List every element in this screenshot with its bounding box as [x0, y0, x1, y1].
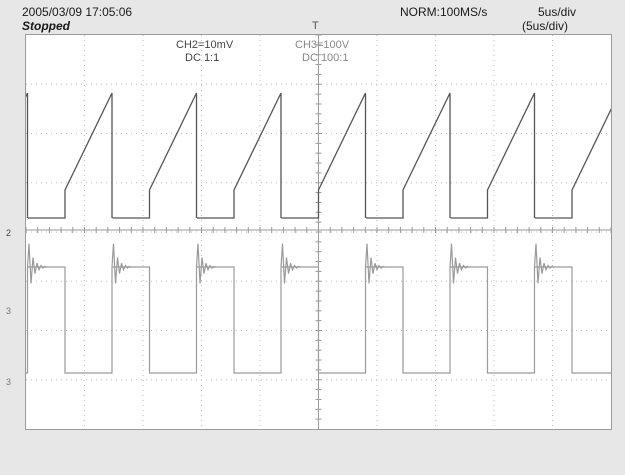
waveform-display [25, 34, 612, 430]
ch2-coupling-label: DC 1:1 [185, 52, 220, 64]
trigger-marker: T [312, 20, 319, 32]
run-state: Stopped [22, 19, 70, 33]
ch2-scale-label: CH2=10mV [176, 39, 234, 51]
waveform-canvas [26, 35, 611, 429]
timebase: 5us/div [538, 5, 577, 19]
ch3-trace [26, 243, 611, 374]
timestamp: 2005/03/09 17:05:06 [22, 5, 133, 19]
ch2-trace [26, 92, 611, 219]
ch2-ground-marker: 2 [6, 228, 12, 238]
timebase-secondary: (5us/div) [522, 19, 569, 33]
ch3-scale-label: CH3=100V [295, 39, 350, 51]
ch3-level-marker: 3 [6, 377, 12, 387]
ch3-coupling-label: DC 100:1 [302, 52, 349, 64]
sample-rate: NORM:100MS/s [400, 5, 488, 19]
ch3-offset-marker: 3 [6, 306, 12, 316]
